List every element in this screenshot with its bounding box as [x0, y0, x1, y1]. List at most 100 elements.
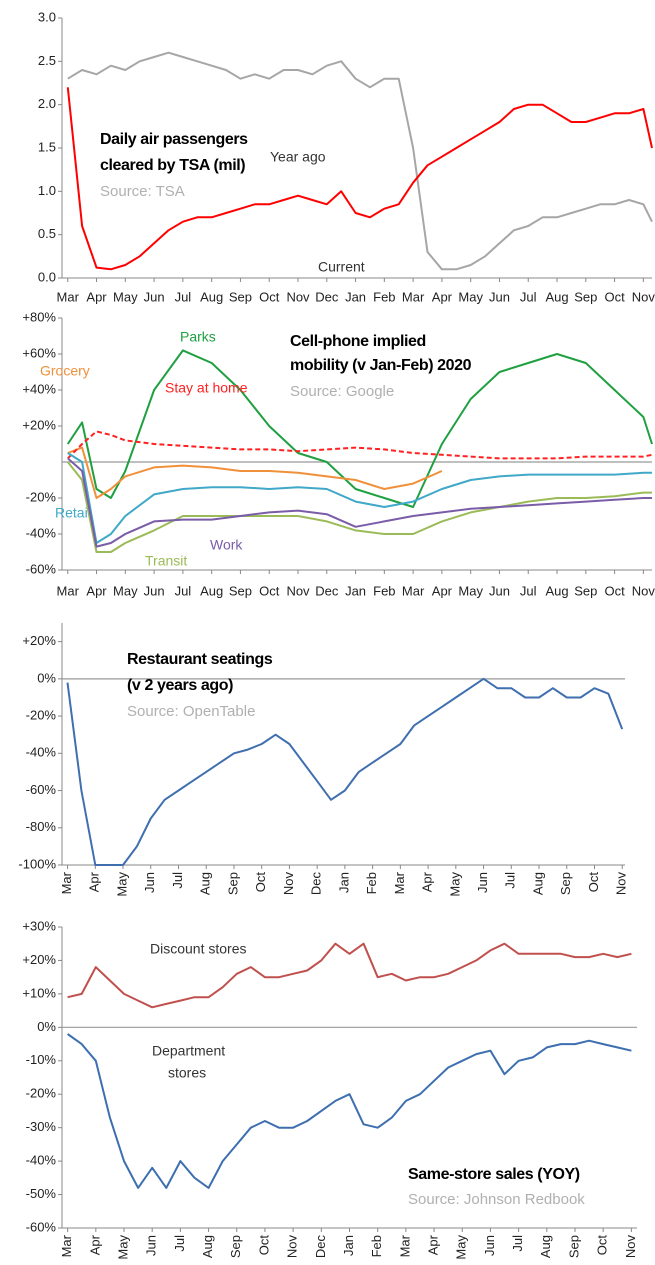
x-tick-label: May	[454, 1235, 469, 1260]
series-line	[67, 452, 652, 544]
x-tick-label: Sep	[229, 289, 252, 304]
x-tick-label: Dec	[315, 583, 339, 598]
x-tick-label: Nov	[285, 1235, 300, 1259]
x-tick-label: Mar	[402, 583, 425, 598]
y-tick-label: -100%	[18, 856, 56, 871]
y-tick-label: 0.0	[38, 269, 56, 284]
y-tick-label: -80%	[26, 819, 57, 834]
x-tick-label: Jan	[345, 289, 366, 304]
x-tick-label: May	[114, 872, 129, 897]
x-tick-label: Sep	[574, 289, 597, 304]
x-tick-label: May	[115, 1235, 130, 1260]
chart-title: (v 2 years ago)	[127, 677, 233, 694]
x-tick-label: Jul	[170, 872, 185, 889]
series-line	[67, 1033, 632, 1189]
x-tick-label: Mar	[59, 1234, 74, 1257]
series-label: Stay at home	[165, 380, 248, 396]
x-tick-label: Apr	[86, 583, 107, 598]
y-tick-label: 0.5	[38, 226, 56, 241]
series-label: Retail	[55, 505, 91, 521]
y-tick-label: +40%	[22, 381, 56, 396]
x-tick-label: Aug	[200, 583, 223, 598]
x-tick-label: Nov	[286, 289, 310, 304]
x-tick-label: Nov	[623, 1235, 638, 1259]
x-tick-label: Mar	[397, 1234, 412, 1257]
x-tick-label: Feb	[364, 872, 379, 894]
y-tick-label: -50%	[26, 1186, 57, 1201]
x-tick-label: Oct	[259, 583, 280, 598]
chart-title: Restaurant seatings	[127, 651, 273, 668]
x-tick-label: Jun	[144, 1235, 159, 1256]
x-tick-label: Nov	[286, 583, 310, 598]
series-line	[67, 51, 653, 271]
y-tick-label: 0%	[37, 670, 56, 685]
y-tick-label: 0%	[37, 1019, 56, 1034]
y-tick-label: +60%	[22, 345, 56, 360]
y-tick-label: -60%	[26, 782, 57, 797]
x-tick-label: Apr	[432, 583, 453, 598]
x-tick-label: Jul	[520, 583, 537, 598]
annotation: Year ago	[270, 149, 326, 165]
x-tick-label: Oct	[604, 289, 625, 304]
y-tick-label: -60%	[26, 1219, 57, 1234]
y-tick-label: +10%	[22, 985, 56, 1000]
x-tick-label: Jan	[345, 583, 366, 598]
x-tick-label: Apr	[425, 1234, 440, 1255]
y-tick-label: +80%	[22, 309, 56, 324]
x-tick-label: Jul	[172, 1235, 187, 1252]
series-label: Parks	[180, 329, 216, 345]
x-tick-label: Jun	[142, 872, 157, 893]
x-tick-label: Jul	[503, 872, 518, 889]
x-tick-label: Feb	[373, 583, 395, 598]
x-tick-label: Apr	[86, 289, 107, 304]
x-tick-label: May	[458, 583, 483, 598]
x-tick-label: Oct	[259, 289, 280, 304]
x-tick-label: Nov	[632, 289, 655, 304]
source: Source: OpenTable	[127, 703, 255, 720]
y-tick-label: 1.5	[38, 139, 56, 154]
y-tick-label: -40%	[26, 525, 57, 540]
y-tick-label: 2.0	[38, 96, 56, 111]
x-tick-label: Jun	[489, 289, 510, 304]
x-tick-label: Apr	[432, 289, 453, 304]
x-tick-label: Jul	[520, 289, 537, 304]
annotation: stores	[168, 1065, 206, 1081]
y-tick-label: -30%	[26, 1119, 57, 1134]
x-tick-label: Oct	[253, 872, 268, 893]
chart-title: Same-store sales (YOY)	[408, 1166, 580, 1183]
source: Source: Johnson Redbook	[408, 1191, 585, 1208]
y-tick-label: 1.0	[38, 183, 56, 198]
x-tick-label: Jun	[475, 872, 490, 893]
x-tick-label: Jun	[482, 1235, 497, 1256]
y-tick-label: -40%	[26, 745, 57, 760]
y-tick-label: 2.5	[38, 53, 56, 68]
chart-title: cleared by TSA (mil)	[100, 157, 245, 174]
y-tick-label: -40%	[26, 1153, 57, 1168]
annotation: Department	[152, 1043, 225, 1059]
annotation: Discount stores	[150, 941, 246, 957]
annotation: Current	[318, 259, 365, 275]
series-line	[67, 461, 652, 553]
x-tick-label: May	[113, 583, 138, 598]
x-tick-label: Mar	[57, 583, 80, 598]
y-tick-label: -60%	[26, 561, 57, 576]
x-tick-label: Aug	[200, 289, 223, 304]
x-tick-label: Aug	[198, 872, 213, 895]
x-tick-label: Mar	[392, 871, 407, 894]
x-tick-label: Sep	[574, 583, 597, 598]
x-tick-label: Aug	[545, 289, 568, 304]
x-tick-label: Oct	[595, 1235, 610, 1256]
source: Source: Google	[290, 383, 394, 400]
x-tick-label: Mar	[59, 871, 74, 894]
y-tick-label: 3.0	[38, 9, 56, 24]
chart-title: Daily air passengers	[100, 131, 248, 148]
series-label: Transit	[145, 553, 187, 569]
chart-title: mobility (v Jan-Feb) 2020	[290, 357, 472, 374]
chart-title: Cell-phone implied	[290, 333, 426, 350]
x-tick-label: Jul	[175, 583, 192, 598]
x-tick-label: Feb	[373, 289, 395, 304]
x-tick-label: May	[113, 289, 138, 304]
x-tick-label: Apr	[87, 871, 102, 892]
x-tick-label: Jun	[144, 289, 165, 304]
